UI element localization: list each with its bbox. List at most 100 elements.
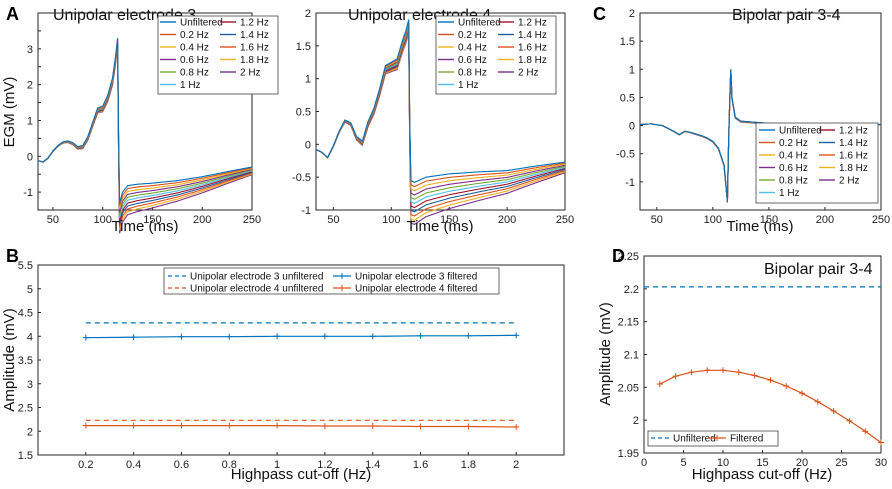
y-tick-label: 2	[633, 415, 639, 427]
data-point	[274, 422, 281, 429]
y-tick-label: 3	[27, 44, 33, 56]
legend-item: 1.6 Hz	[498, 43, 547, 54]
x-tick-label: 200	[498, 214, 516, 226]
panel-d-axes	[643, 255, 882, 454]
legend-item: Unfiltered	[438, 18, 501, 29]
x-tick-label: 250	[872, 214, 890, 226]
y-tick-label: 0.5	[620, 92, 635, 104]
legend-label: 1.8 Hz	[839, 163, 868, 174]
y-tick-label: 1	[305, 74, 311, 86]
x-tick-label: 0.2	[78, 459, 93, 471]
x-tick-label: 1.2	[317, 459, 332, 471]
y-tick-label: 0	[629, 121, 635, 133]
legend-item: 0.8 Hz	[759, 176, 808, 187]
panel-a1-xlabel: Time (ms)	[112, 218, 179, 235]
y-tick-label: 3	[27, 379, 33, 391]
y-tick-label: -1	[23, 187, 33, 199]
trace-unfiltered	[37, 38, 253, 203]
y-tick-label: -0.5	[616, 149, 635, 161]
legend-item: 1 Hz	[759, 188, 800, 199]
legend-item: 0.2 Hz	[759, 138, 808, 149]
legend-label: Unfiltered	[673, 434, 716, 445]
data-point	[226, 333, 233, 340]
legend-label: Unipolar electrode 4 filtered	[355, 284, 477, 295]
panel-d-plot: 0 5 10 15 20 25 30 1.95 2 2.05 2.1 2.15 2.2 2.25	[618, 251, 888, 469]
legend-item: 0.2 Hz	[438, 30, 487, 41]
legend-item: 0.6 Hz	[160, 55, 209, 66]
data-point	[751, 372, 758, 379]
legend-item: 1.8 Hz	[498, 55, 547, 66]
data-point	[130, 422, 137, 429]
x-tick-label: 25	[835, 457, 847, 469]
panel-d-ylabel: Amplitude (mV)	[597, 302, 614, 405]
x-tick-label: 50	[47, 214, 59, 226]
x-tick-label: 150	[143, 214, 161, 226]
data-point	[82, 334, 89, 341]
data-point	[178, 333, 185, 340]
x-tick-label: 50	[651, 214, 663, 226]
data-point	[369, 423, 376, 430]
x-tick-label: 5	[680, 457, 686, 469]
legend-label: 1.2 Hz	[839, 126, 868, 137]
x-tick-label: 250	[243, 214, 261, 226]
legend-label: 1 Hz	[180, 80, 201, 91]
panel-c: C Bipolar pair 3-4 50 100 150 200 250 -1 -0.5 0…	[593, 4, 890, 235]
data-point	[704, 367, 711, 374]
legend-item: 0.4 Hz	[759, 151, 808, 162]
legend-item: 1.4 Hz	[220, 30, 269, 41]
data-point	[369, 333, 376, 340]
legend-label: Unipolar electrode 3 filtered	[355, 272, 477, 283]
legend-item: 0.2 Hz	[160, 30, 209, 41]
legend-item: Unipolar electrode 3 filtered	[333, 272, 477, 283]
legend-item: 2 Hz	[819, 176, 860, 187]
x-tick-label: 1.8	[461, 459, 476, 471]
y-tick-label: 2	[305, 8, 311, 20]
y-tick-label: -1	[625, 177, 635, 189]
data-point	[878, 439, 884, 446]
data-point	[783, 383, 790, 390]
legend-item: 1.2 Hz	[498, 18, 547, 29]
legend-label: 1.6 Hz	[518, 43, 547, 54]
x-tick-label: 100	[94, 214, 112, 226]
legend-label: Unfiltered	[458, 18, 501, 29]
legend-item: 0.6 Hz	[438, 55, 487, 66]
y-tick-label: 0	[305, 139, 311, 151]
legend-label: 1.6 Hz	[839, 151, 868, 162]
panel-c-title: Bipolar pair 3-4	[732, 7, 841, 24]
data-point	[767, 377, 774, 384]
legend-label: 1.8 Hz	[518, 55, 547, 66]
legend-label: 1 Hz	[458, 80, 479, 91]
panel-letter-c: C	[593, 4, 606, 24]
legend-label: 2 Hz	[240, 68, 261, 79]
y-tick-label: 2.25	[618, 251, 639, 263]
panel-a2-xlabel: Time (ms)	[407, 218, 474, 235]
x-tick-label: 20	[796, 457, 808, 469]
legend-label: 1.2 Hz	[518, 18, 547, 29]
data-point	[130, 334, 137, 341]
data-point	[830, 407, 837, 414]
y-tick-label: -1	[301, 205, 311, 217]
legend-item: 1.6 Hz	[220, 43, 269, 54]
legend-item: 0.4 Hz	[160, 43, 209, 54]
y-tick-label: 1.5	[620, 36, 635, 48]
y-tick-label: 2.15	[618, 317, 639, 329]
x-tick-label: 0.6	[174, 459, 189, 471]
legend-label: 0.6 Hz	[458, 55, 487, 66]
x-tick-label: 30	[875, 457, 887, 469]
data-point	[814, 398, 821, 405]
legend-item: 0.6 Hz	[759, 163, 808, 174]
legend-item: 2 Hz	[220, 68, 261, 79]
data-point	[321, 423, 328, 430]
panel-letter-d: D	[612, 246, 625, 266]
panel-b-legend-items: Unipolar electrode 3 unfiltered Unipolar …	[168, 272, 477, 295]
legend-label: 0.4 Hz	[458, 43, 487, 54]
panel-letter-b: B	[6, 246, 19, 266]
panel-a1: A Unipolar electrode 3 50 100 150 200 250-10…	[1, 4, 279, 235]
y-tick-label: 2	[27, 80, 33, 92]
y-tick-label: 0	[27, 151, 33, 163]
y-tick-label: 2.5	[18, 403, 33, 415]
y-tick-label: 1.5	[296, 41, 311, 53]
x-tick-label: 100	[382, 214, 400, 226]
